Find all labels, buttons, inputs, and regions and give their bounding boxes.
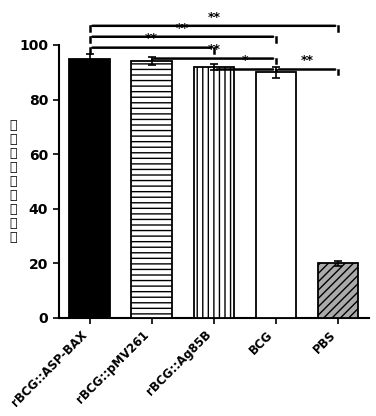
Text: **: ** bbox=[300, 54, 314, 67]
Bar bbox=[132, 61, 172, 318]
Text: *: * bbox=[242, 54, 248, 67]
Y-axis label: 早
期
细
胞
凋
亡
百
分
小: 早 期 细 胞 凋 亡 百 分 小 bbox=[10, 119, 17, 244]
Text: **: ** bbox=[207, 11, 220, 24]
Bar bbox=[318, 263, 358, 318]
Bar bbox=[70, 59, 110, 318]
Text: **: ** bbox=[145, 32, 158, 45]
Bar bbox=[256, 72, 296, 318]
Bar bbox=[194, 67, 234, 318]
Text: **: ** bbox=[207, 43, 220, 57]
Text: **: ** bbox=[176, 22, 189, 35]
